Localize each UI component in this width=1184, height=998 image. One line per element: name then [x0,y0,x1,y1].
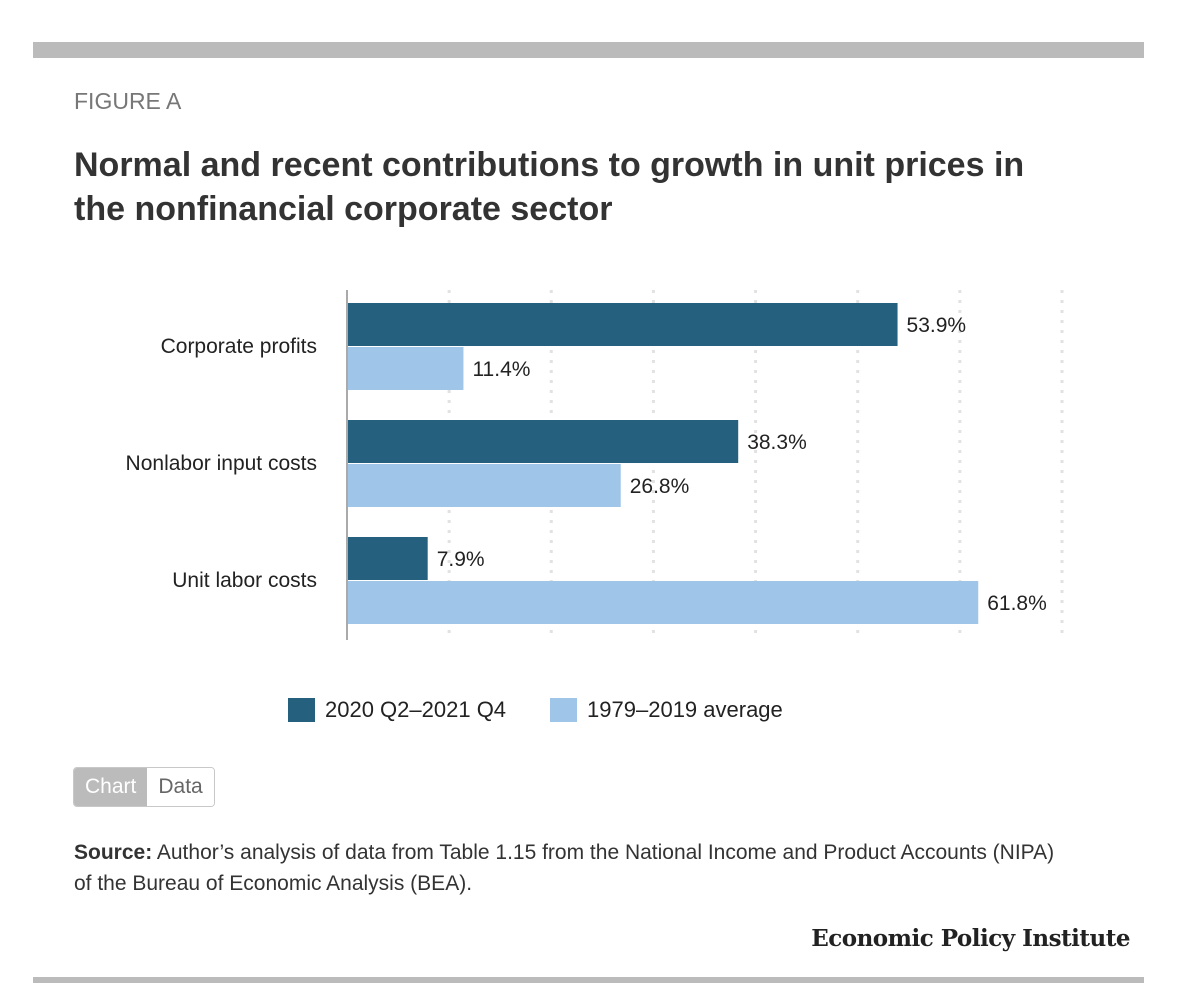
data-label: 26.8% [630,475,690,498]
data-label: 7.9% [437,548,485,571]
bar-chart: Corporate profits 53.9% 11.4% Nonlabor inpu… [126,290,1064,640]
source-label: Source: [74,841,153,864]
bar [347,303,898,346]
chart-title: Normal and recent contributions to growt… [74,146,1025,228]
legend-swatch [288,698,315,722]
category-label: Unit labor costs [172,569,317,592]
data-view-button[interactable]: Data [147,768,214,806]
top-rule [33,42,1144,58]
data-label: 61.8% [987,592,1047,615]
bottom-rule [33,977,1144,983]
legend-label: 1979–2019 average [587,697,783,722]
legend: 2020 Q2–2021 Q4 1979–2019 average [288,697,783,723]
epi-logo: Economic Policy Institute [811,925,1130,952]
legend-item-recent: 2020 Q2–2021 Q4 [288,697,506,723]
source-note: Source: Author’s analysis of data from T… [74,837,1074,899]
bar [347,581,979,624]
bar [347,347,464,390]
category-label: Corporate profits [161,335,317,358]
bar [347,464,621,507]
data-label: 38.3% [747,431,807,454]
legend-item-average: 1979–2019 average [550,697,783,723]
data-label: 53.9% [907,314,967,337]
bar [347,420,739,463]
legend-label: 2020 Q2–2021 Q4 [325,697,507,722]
source-text: Author’s analysis of data from Table 1.1… [74,841,1055,895]
bar [347,537,428,580]
category-label: Nonlabor input costs [126,452,317,475]
legend-swatch [550,698,578,722]
figure-label: FIGURE A [74,88,182,114]
view-toggle: Chart Data [73,767,215,807]
data-label: 11.4% [472,358,530,381]
chart-view-button[interactable]: Chart [74,768,148,806]
